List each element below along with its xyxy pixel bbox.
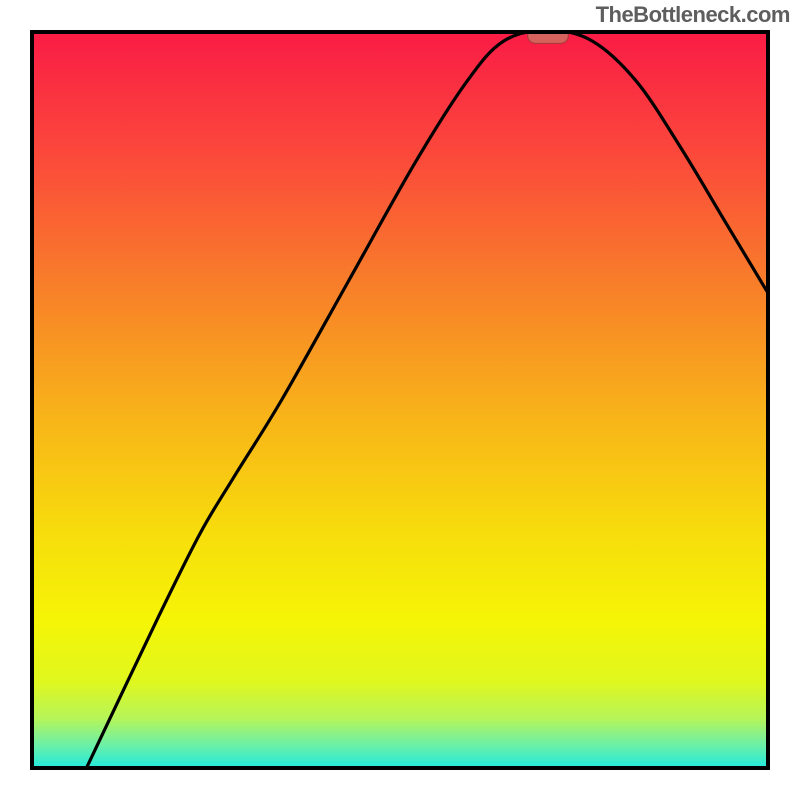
bottleneck-curve-chart [0, 0, 800, 800]
gradient-background [30, 30, 770, 770]
chart-container: TheBottleneck.com [0, 0, 800, 800]
